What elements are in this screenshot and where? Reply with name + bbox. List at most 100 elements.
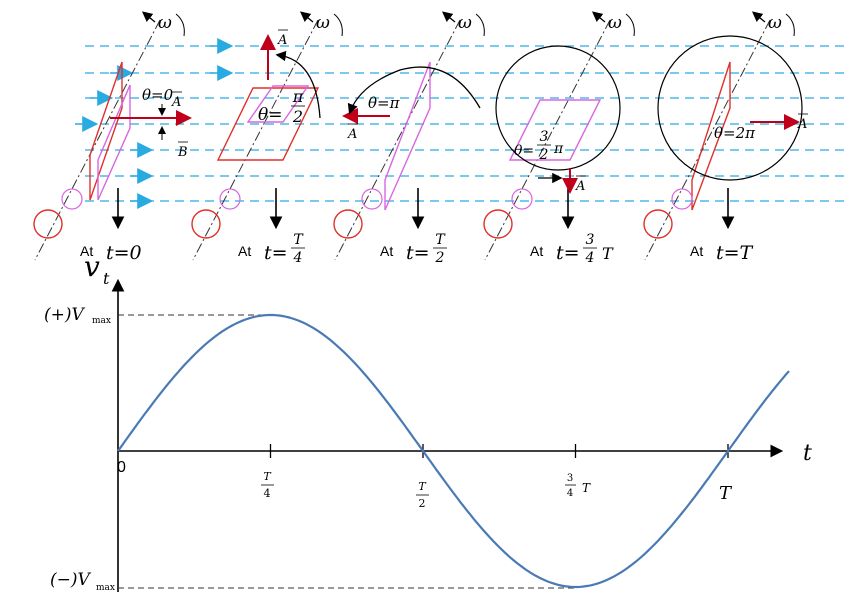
omega-rotation-arc [785,13,795,37]
omega-arrow [591,11,606,23]
coil-ghost [384,61,431,211]
svg-text:4: 4 [567,488,573,499]
coil-stage-1: ω Aθ= π2 At t= T 4 [191,11,343,266]
time-fraction-num: T [293,232,304,248]
coil-stage-0: ω θ=0A B At t=0 [33,11,192,264]
rotation-axis [192,19,319,261]
tick-label-period: T [719,483,733,504]
vector-a-label: A [171,95,181,110]
tick-label-quarter: T 4 [261,470,274,500]
time-prefix: At [380,243,393,259]
omega-symbol: ω [768,13,782,33]
omega-arrow [441,11,456,23]
theta-label: θ=π [368,94,401,112]
coil-ghost [97,84,131,201]
vector-a-label: A [277,33,287,48]
vmax-pos-label: (+)V [44,305,86,325]
coil [216,87,320,161]
slip-ring-ghost [219,188,241,210]
coil-stage-3: ω θ= 3 2 π A At t= 3 4 T [483,11,635,266]
theta-label: θ= [258,105,282,125]
theta-label: θ= [514,143,534,159]
time-label: t=T [716,242,754,264]
rotation-circle [657,35,803,181]
theta-fraction-den: 2 [292,107,303,126]
y-axis-sub: t [103,269,110,288]
tick-label-three-quarter: 3 4 T [565,473,591,499]
time-fraction-num: 3 [586,232,595,248]
omega-rotation-arc [475,13,485,37]
time-prefix: At [80,243,93,259]
rotation-circle [495,45,621,171]
omega-arrow [751,11,766,23]
voltage-waveform [117,313,790,589]
time-prefix: At [690,243,703,259]
svg-text:T: T [582,481,591,495]
theta-fraction-den: 2 [539,147,549,163]
vmax-neg-sub: max [96,583,115,593]
time-fraction-den: 4 [585,250,595,266]
svg-text:T: T [263,470,272,483]
rotation-axis [334,19,461,261]
theta-suffix: π [553,141,564,157]
slip-ring [33,209,63,239]
slip-ring-ghost [61,188,83,210]
theta-label: θ=2π [714,124,756,142]
time-label: t= [556,242,580,264]
slip-ring [483,209,513,239]
coil-ghost [246,85,310,123]
time-fraction-den: 2 [435,250,445,266]
vmax-pos-sub: max [92,316,111,326]
theta-arc [347,66,481,115]
coil-ghost [508,99,602,161]
slip-ring-ghost [361,188,383,210]
time-label: t= [264,242,288,264]
omega-symbol: ω [458,13,472,33]
svg-text:3: 3 [567,473,573,484]
vector-a-label: A [797,117,807,132]
vector-a-label: A [575,179,585,194]
x-axis-label: t [803,441,812,466]
svg-text:2: 2 [419,497,426,510]
slip-ring-ghost [511,188,533,210]
omega-rotation-arc [333,13,343,37]
omega-symbol: ω [158,13,172,33]
theta-arc [275,50,321,119]
svg-text:4: 4 [264,487,271,500]
coil-stage-4: ω θ=2π A At t=T [643,11,808,264]
vector-a-label: A [347,127,357,142]
slip-ring [643,209,673,239]
omega-arrow [299,11,314,23]
vector-b-label: B [177,145,188,160]
coil-stage-2: ω θ=π A At t= T 2 [333,11,485,266]
theta-label: θ=0 [142,86,174,104]
y-axis-label: v [84,250,100,283]
voltage-waveform-graph: v t t 0 (+)V max (−)V max T 4 T 2 3 4 T … [44,250,812,593]
time-prefix: At [530,243,543,259]
svg-text:T: T [418,480,427,493]
theta-fraction-num: π [292,87,304,106]
time-prefix: At [238,243,251,259]
origin-label: 0 [117,459,126,476]
slip-ring-ghost [671,188,693,210]
slip-ring [191,209,221,239]
tick-label-half: T 2 [416,480,429,510]
omega-rotation-arc [175,13,185,37]
omega-arrow [141,11,156,23]
theta-fraction-num: 3 [540,129,549,145]
rotation-axis [34,19,161,261]
time-label: t= [406,242,430,264]
rotation-axis [484,19,611,261]
time-fraction-num: T [435,232,446,248]
time-suffix: T [602,244,614,263]
vmax-neg-label: (−)V [50,570,92,590]
rotation-axis [644,19,771,261]
time-fraction-den: 4 [293,250,303,266]
omega-symbol: ω [608,13,622,33]
omega-symbol: ω [316,13,330,33]
omega-rotation-arc [625,13,635,37]
magnetic-field-lines [75,38,845,209]
slip-ring [333,209,363,239]
